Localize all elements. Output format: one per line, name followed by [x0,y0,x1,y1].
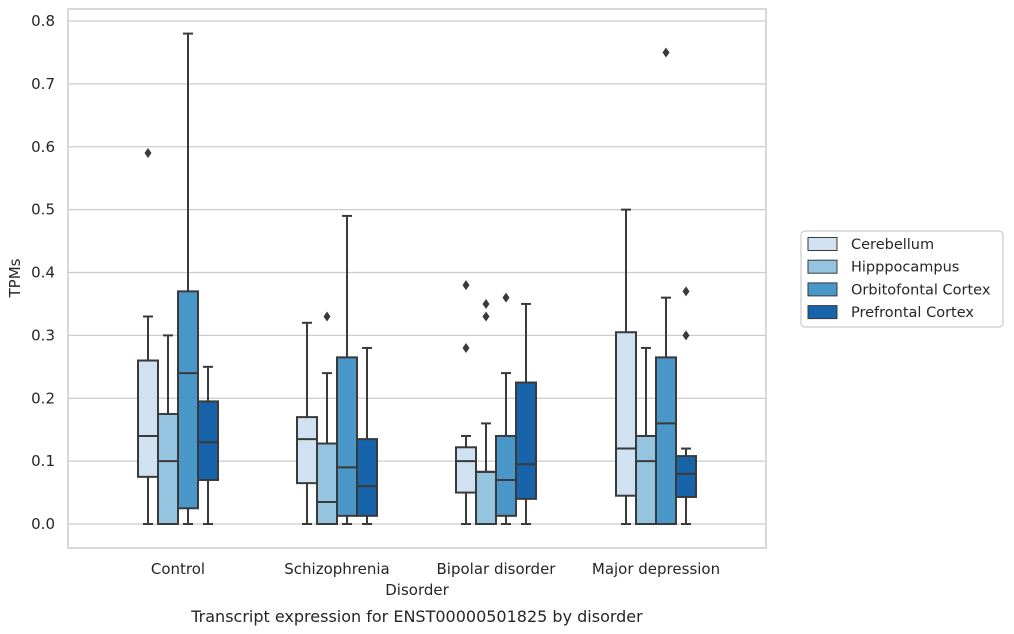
legend-label: Cerebellum [851,237,934,253]
box-3-1 [356,346,378,525]
box-0-0 [137,148,159,525]
box-0-3 [615,208,637,525]
y-tick-label: 0.2 [31,389,55,407]
y-tick-label: 0.5 [31,201,55,219]
legend-label: Prefrontal Cortex [851,305,974,321]
outlier-point [662,47,670,58]
chart-caption: Transcript expression for ENST0000050182… [190,607,643,626]
y-tick-label: 0.1 [31,452,55,470]
box [316,442,338,525]
y-axis-label: TPMs [6,258,24,298]
x-tick-label: Major depression [592,560,720,578]
outlier-point [323,311,331,322]
box-1-0 [157,334,179,525]
box [675,455,697,498]
outlier-point [144,148,152,159]
legend-label: Orbitofontal Cortex [851,282,991,298]
legend-swatch [807,237,838,251]
legend-label: Hipppocampus [851,260,959,276]
box [197,400,219,481]
y-tick-label: 0.3 [31,326,55,344]
y-tick-label: 0.8 [31,12,55,30]
box [495,434,517,517]
box [635,434,657,526]
y-tick-label: 0.7 [31,75,55,93]
box-0-1 [296,321,318,525]
box [336,356,358,517]
y-axis-ticks: 0.0 0.1 0.2 0.3 0.4 0.5 0.6 0.7 0.8 [31,12,55,533]
box [615,331,637,497]
box-2-3 [655,47,677,525]
outlier-point [462,342,470,353]
legend-swatch [807,259,838,274]
legend-swatch [807,282,838,297]
box-0-2 [455,280,477,525]
outlier-point [682,286,690,297]
legend: Cerebellum Hipppocampus Orbitofontal Corte… [800,230,1004,328]
box-1-2 [475,298,497,525]
box-2-1 [336,214,358,525]
box [475,470,497,525]
y-tick-label: 0.4 [31,264,55,282]
legend-frame [800,230,1004,328]
box-3-0 [197,365,219,525]
box [455,446,477,494]
outlier-point [482,311,490,322]
outlier-point [502,292,510,303]
box [356,438,378,517]
box [137,359,159,478]
plot-frame [67,8,767,549]
box-3-2 [515,302,537,525]
x-axis-label: Disorder [385,581,449,599]
box-2-0 [177,32,199,525]
box-3-3 [675,286,697,525]
box [157,412,179,525]
box [177,290,199,510]
box [296,416,318,485]
x-tick-label: Control [151,560,205,578]
legend-swatch [807,305,838,320]
y-tick-label: 0.6 [31,138,55,156]
box-1-1 [316,311,338,525]
box-2-2 [495,292,517,525]
box [655,356,677,525]
x-axis-ticks: Control Schizophrenia Bipolar disorder Majo… [151,560,720,578]
outlier-point [482,298,490,309]
y-tick-label: 0.0 [31,515,55,533]
outlier-point [462,280,470,291]
x-tick-label: Schizophrenia [284,560,389,578]
x-tick-label: Bipolar disorder [437,560,557,578]
box-1-3 [635,346,657,526]
box [515,381,537,500]
outlier-point [682,330,690,341]
boxes [137,32,697,526]
